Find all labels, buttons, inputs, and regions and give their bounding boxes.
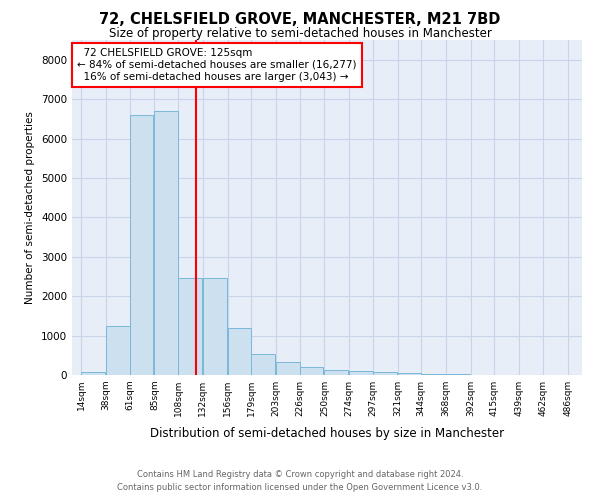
Bar	[154, 111, 178, 375]
Bar	[227, 328, 251, 375]
Bar	[178, 278, 202, 375]
Bar	[130, 115, 154, 375]
Bar	[325, 370, 348, 375]
Bar	[398, 372, 421, 375]
Bar	[373, 372, 397, 375]
Text: 72, CHELSFIELD GROVE, MANCHESTER, M21 7BD: 72, CHELSFIELD GROVE, MANCHESTER, M21 7B…	[100, 12, 500, 28]
Bar	[251, 354, 275, 375]
Text: Contains HM Land Registry data © Crown copyright and database right 2024.
Contai: Contains HM Land Registry data © Crown c…	[118, 470, 482, 492]
Bar	[81, 372, 105, 375]
Bar	[203, 278, 227, 375]
Bar	[349, 370, 373, 375]
X-axis label: Distribution of semi-detached houses by size in Manchester: Distribution of semi-detached houses by …	[150, 428, 504, 440]
Text: Size of property relative to semi-detached houses in Manchester: Size of property relative to semi-detach…	[109, 28, 491, 40]
Bar	[299, 367, 323, 375]
Bar	[106, 326, 130, 375]
Bar	[276, 362, 299, 375]
Y-axis label: Number of semi-detached properties: Number of semi-detached properties	[25, 111, 35, 304]
Bar	[446, 374, 470, 375]
Text: 72 CHELSFIELD GROVE: 125sqm
← 84% of semi-detached houses are smaller (16,277)
 : 72 CHELSFIELD GROVE: 125sqm ← 84% of sem…	[77, 48, 356, 82]
Bar	[421, 374, 445, 375]
